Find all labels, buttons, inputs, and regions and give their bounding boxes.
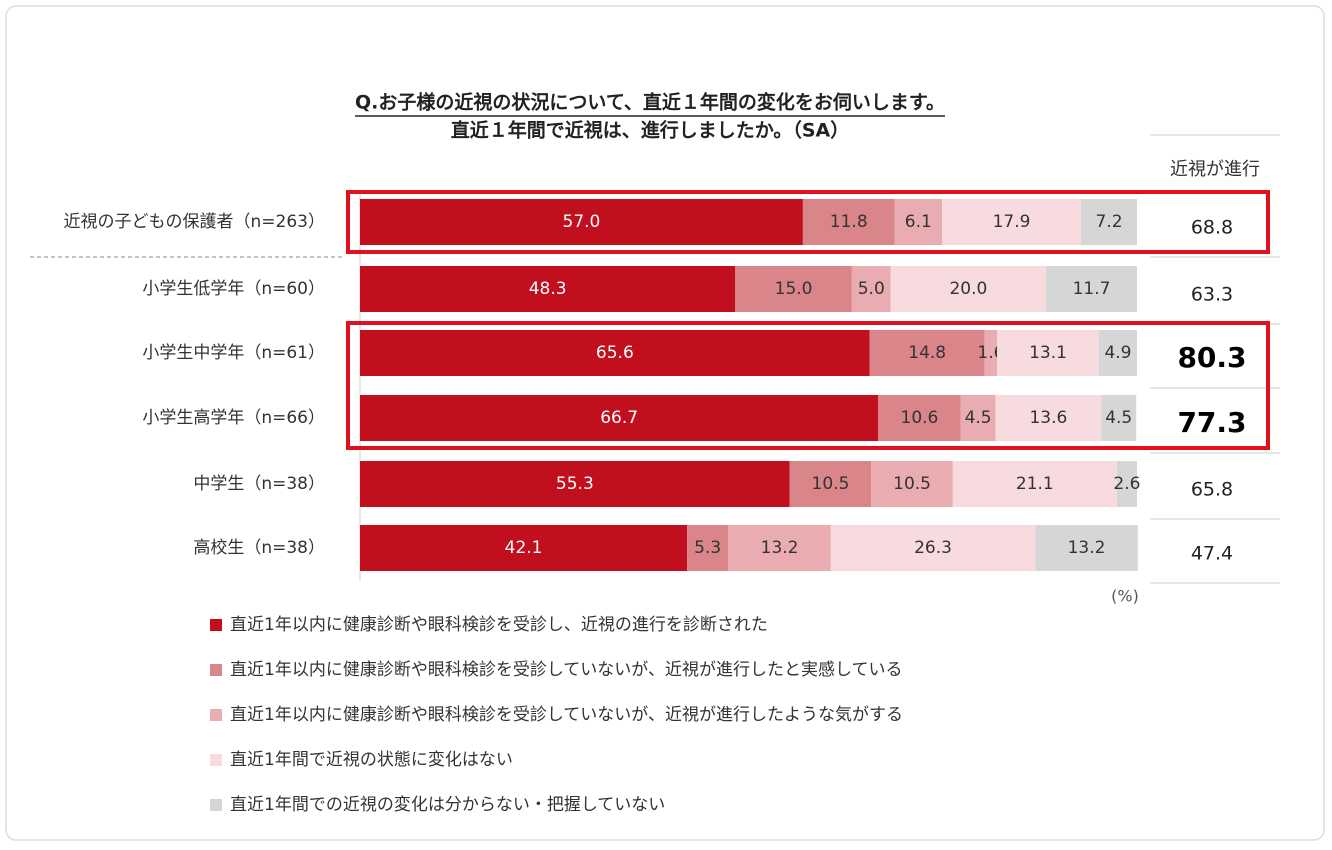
value-label: 57.0	[563, 212, 601, 232]
value-label: 20.0	[949, 279, 987, 299]
value-label: 15.0	[775, 279, 813, 299]
category-label: 小学生低学年（n=60）	[142, 279, 325, 299]
bar-segment	[687, 525, 729, 571]
bar-segment	[1081, 199, 1137, 245]
value-label: 4.5	[1105, 408, 1132, 428]
legend-label: 直近1年間で近視の状態に変化はない	[230, 750, 513, 770]
value-label: 26.3	[914, 538, 952, 558]
bar-segment	[997, 330, 1099, 376]
bar-segment	[995, 395, 1102, 441]
bar-segment	[789, 461, 872, 507]
value-label: 66.7	[600, 408, 638, 428]
category-label: 小学生高学年（n=66）	[142, 408, 325, 428]
value-label: 65.6	[596, 343, 634, 363]
chart-subtitle: 直近１年間で近視は、進行しましたか。（SA）	[451, 119, 850, 142]
column-header: 近視が進行	[1170, 159, 1260, 180]
legend-label: 直近1年以内に健康診断や眼科検診を受診していないが、近視が進行したと実感している	[230, 660, 902, 680]
value-label: 7.2	[1096, 212, 1123, 232]
bar-segment	[360, 525, 688, 571]
bar-segment	[360, 199, 803, 245]
progress-value: 63.3	[1191, 284, 1233, 306]
value-label: 5.0	[858, 279, 885, 299]
legend-swatch	[210, 754, 222, 766]
bar-segment	[869, 330, 985, 376]
bar-segment	[1116, 461, 1137, 507]
unit-label: (%)	[1111, 587, 1139, 606]
bar-segment	[802, 199, 895, 245]
bar-segment	[952, 461, 1117, 507]
value-label: 13.1	[1029, 343, 1067, 363]
highlight-box	[346, 190, 1270, 254]
bar-segment	[878, 395, 961, 441]
value-label: 17.9	[993, 212, 1031, 232]
legend-swatch	[210, 799, 222, 811]
value-label: 6.1	[905, 212, 932, 232]
category-label: 近視の子どもの保護者（n=263）	[64, 212, 325, 232]
value-label: 10.6	[901, 408, 939, 428]
value-label: 55.3	[556, 474, 594, 494]
value-label: 11.7	[1073, 279, 1111, 299]
bar-segment	[1098, 330, 1137, 376]
legend-label: 直近1年以内に健康診断や眼科検診を受診していないが、近視が進行したような気がする	[230, 705, 903, 725]
value-label: 10.5	[893, 474, 931, 494]
legend-label: 直近1年間での近視の変化は分からない・把握していない	[230, 795, 665, 815]
bar-segment	[1046, 266, 1137, 312]
bar-segment	[728, 525, 831, 571]
bar-segment	[960, 395, 996, 441]
bar-segment	[360, 330, 870, 376]
bar-segment	[1101, 395, 1137, 441]
value-label: 21.1	[1016, 474, 1054, 494]
legend-swatch	[210, 619, 222, 631]
bar-segment	[360, 266, 736, 312]
bar-segment	[851, 266, 891, 312]
legend-label: 直近1年以内に健康診断や眼科検診を受診し、近視の進行を診断された	[230, 615, 768, 635]
value-label: 13.2	[761, 538, 799, 558]
value-label: 11.8	[830, 212, 868, 232]
bar-segment	[941, 199, 1082, 245]
bar-segment	[894, 199, 942, 245]
category-label: 中学生（n=38）	[193, 474, 325, 494]
chart-title: Q.お子様の近視の状況について、直近１年間の変化をお伺いします。	[355, 91, 945, 114]
category-label: 小学生中学年（n=61）	[142, 343, 325, 363]
value-label: 13.6	[1029, 408, 1067, 428]
value-label: 13.2	[1068, 538, 1106, 558]
bar-segment	[890, 266, 1047, 312]
progress-value: 77.3	[1177, 406, 1246, 439]
bar-segment	[830, 525, 1036, 571]
highlight-box	[346, 321, 1270, 450]
value-label: 42.1	[505, 538, 543, 558]
category-label: 高校生（n=38）	[193, 538, 325, 558]
progress-value: 68.8	[1191, 217, 1233, 239]
value-label: 4.5	[965, 408, 992, 428]
progress-value: 47.4	[1191, 543, 1233, 565]
progress-value: 80.3	[1177, 341, 1246, 374]
value-label: 4.9	[1104, 343, 1131, 363]
bar-segment	[1035, 525, 1138, 571]
legend-swatch	[210, 664, 222, 676]
value-label: 2.6	[1113, 474, 1140, 494]
bar-segment	[984, 330, 998, 376]
legend-swatch	[210, 709, 222, 721]
value-label: 48.3	[529, 279, 567, 299]
bar-segment	[871, 461, 953, 507]
bar-segment	[360, 461, 790, 507]
value-label: 5.3	[694, 538, 721, 558]
bar-segment	[360, 395, 879, 441]
value-label: 10.5	[812, 474, 850, 494]
value-label: 14.8	[908, 343, 946, 363]
bar-segment	[735, 266, 852, 312]
progress-value: 65.8	[1191, 479, 1233, 501]
